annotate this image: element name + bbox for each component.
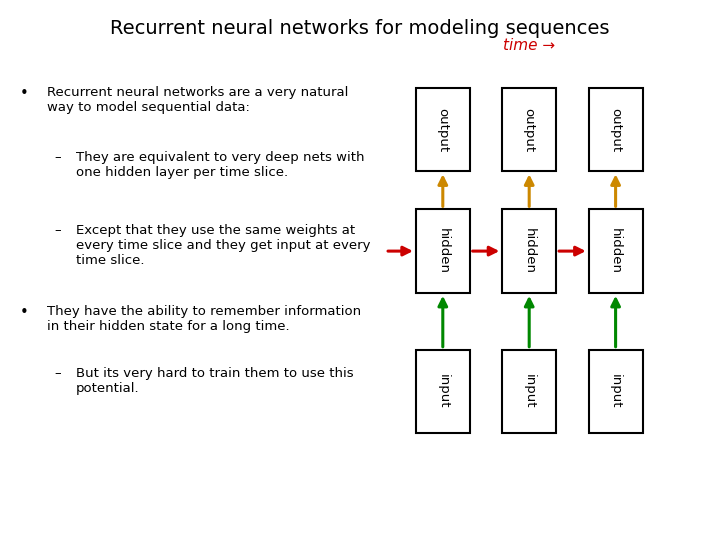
Text: hidden: hidden bbox=[436, 228, 449, 274]
Bar bbox=[589, 350, 643, 433]
Text: hidden: hidden bbox=[609, 228, 622, 274]
Bar bbox=[503, 87, 556, 172]
Bar bbox=[416, 350, 469, 433]
Text: output: output bbox=[609, 107, 622, 152]
Text: Recurrent neural networks for modeling sequences: Recurrent neural networks for modeling s… bbox=[110, 19, 610, 38]
Text: input: input bbox=[436, 374, 449, 409]
Text: They are equivalent to very deep nets with
one hidden layer per time slice.: They are equivalent to very deep nets wi… bbox=[76, 151, 364, 179]
Text: –: – bbox=[54, 151, 60, 164]
Text: Recurrent neural networks are a very natural
way to model sequential data:: Recurrent neural networks are a very nat… bbox=[47, 86, 348, 114]
Bar bbox=[416, 87, 469, 172]
Text: •: • bbox=[20, 305, 29, 320]
Text: input: input bbox=[523, 374, 536, 409]
Text: •: • bbox=[20, 86, 29, 102]
Text: They have the ability to remember information
in their hidden state for a long t: They have the ability to remember inform… bbox=[47, 305, 361, 333]
Bar bbox=[503, 350, 556, 433]
Text: hidden: hidden bbox=[523, 228, 536, 274]
Text: Except that they use the same weights at
every time slice and they get input at : Except that they use the same weights at… bbox=[76, 224, 370, 267]
Text: input: input bbox=[609, 374, 622, 409]
Text: –: – bbox=[54, 367, 60, 380]
Text: output: output bbox=[523, 107, 536, 152]
Text: time →: time → bbox=[503, 38, 555, 53]
Bar bbox=[416, 209, 469, 293]
Text: But its very hard to train them to use this
potential.: But its very hard to train them to use t… bbox=[76, 367, 354, 395]
Bar bbox=[589, 87, 643, 172]
Bar bbox=[503, 209, 556, 293]
Bar bbox=[589, 209, 643, 293]
Text: output: output bbox=[436, 107, 449, 152]
Text: –: – bbox=[54, 224, 60, 237]
